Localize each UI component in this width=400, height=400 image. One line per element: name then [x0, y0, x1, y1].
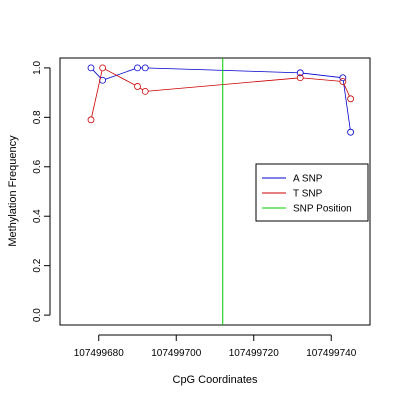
legend-label: A SNP	[293, 174, 323, 185]
data-point	[339, 74, 347, 82]
series-segment	[343, 84, 350, 97]
data-point	[347, 95, 355, 103]
data-point	[99, 64, 107, 72]
y-tick-label: 0.0	[32, 308, 43, 322]
x-tick-label: 107499700	[151, 348, 201, 359]
data-point	[296, 69, 304, 77]
y-tick-label: 0.4	[32, 209, 43, 223]
x-tick-label: 107499740	[306, 348, 356, 359]
x-axis: 107499680 107499700 107499720 107499740	[74, 334, 357, 359]
data-point	[87, 116, 95, 124]
series-segment	[139, 87, 143, 91]
legend-label: T SNP	[293, 189, 323, 200]
series-layer	[87, 58, 355, 325]
x-tick-label: 107499680	[74, 348, 124, 359]
series-segment	[105, 68, 135, 80]
series-segment	[105, 68, 136, 86]
data-point	[141, 64, 149, 72]
data-point	[134, 83, 141, 90]
legend: A SNP T SNP SNP Position	[255, 163, 369, 222]
series-segment	[91, 70, 103, 117]
y-tick-label: 0.8	[32, 110, 43, 124]
series-segment	[303, 72, 340, 78]
data-point	[141, 87, 149, 95]
legend-label: SNP Position	[293, 204, 352, 215]
data-point	[339, 78, 347, 85]
series-segment	[342, 80, 351, 130]
data-point	[296, 74, 304, 82]
series-segment	[303, 77, 340, 82]
y-axis: 0.0 0.2 0.4 0.6 0.8 1.0	[32, 61, 51, 322]
data-point	[87, 64, 95, 72]
x-tick-label: 107499720	[229, 348, 279, 359]
y-axis-title: Methylation Frequency	[7, 135, 19, 247]
y-tick-label: 0.6	[32, 159, 43, 173]
data-point	[134, 64, 141, 72]
x-axis-title: CpG Coordinates	[173, 374, 258, 386]
y-tick-label: 1.0	[32, 61, 43, 75]
series-segment	[92, 69, 101, 79]
data-point	[347, 128, 355, 136]
plot-frame	[59, 57, 371, 326]
y-tick-label: 0.2	[32, 258, 43, 272]
